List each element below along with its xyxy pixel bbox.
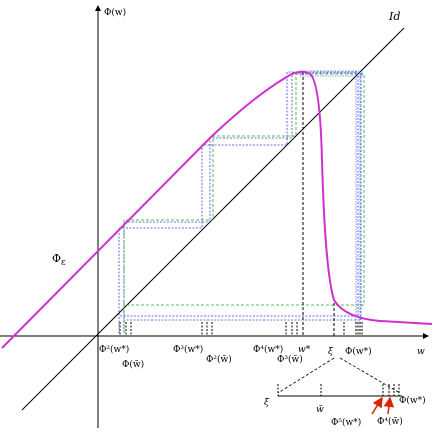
cobweb-green xyxy=(123,73,365,333)
identity-label: Id xyxy=(388,10,400,23)
label-phi4-wstar: Φ⁴(w*) xyxy=(253,344,283,355)
inset-label-phi5: Φ⁵(w*) xyxy=(331,417,361,428)
label-phi3-wstar: Φ³(w*) xyxy=(173,344,203,355)
label-phi-wstar: Φ(w*) xyxy=(345,346,372,357)
plateau-band xyxy=(299,70,363,322)
inset-label-xi: ξ xyxy=(264,398,270,408)
inset-connector-left xyxy=(277,357,335,394)
y-axis-label: Φ(w) xyxy=(104,7,126,18)
label-wstar: w* xyxy=(298,345,311,355)
label-phi2-wstar: Φ²(w*) xyxy=(99,344,129,355)
x-axis-label: w xyxy=(417,347,425,357)
inset-label-phi4: Φ⁴(w̃) xyxy=(377,416,403,427)
phi-curve xyxy=(1,70,433,349)
inset-label-phi-wstar: Φ(w*) xyxy=(399,395,426,406)
inset-connector-right xyxy=(339,357,401,394)
inset-label-wtilde: w̃ xyxy=(316,404,324,415)
phi-epsilon-label: Φε xyxy=(52,252,66,268)
inset-zoom: ξ w̃ Φ⁵(w*) Φ⁴(w̃) Φ(w*) xyxy=(264,357,426,428)
label-phi-wtilde: Φ(w̃) xyxy=(122,359,144,370)
label-phi2-wtilde: Φ²(w̃) xyxy=(206,354,232,365)
label-xi: ξ xyxy=(328,347,334,357)
inset-arrow-phi4 xyxy=(383,396,395,415)
inset-arrow-phi5 xyxy=(371,396,383,415)
x-axis-ticks xyxy=(119,322,363,336)
label-phi3-wtilde: Φ³(w̃) xyxy=(277,354,303,365)
cobweb-blue xyxy=(118,71,362,333)
